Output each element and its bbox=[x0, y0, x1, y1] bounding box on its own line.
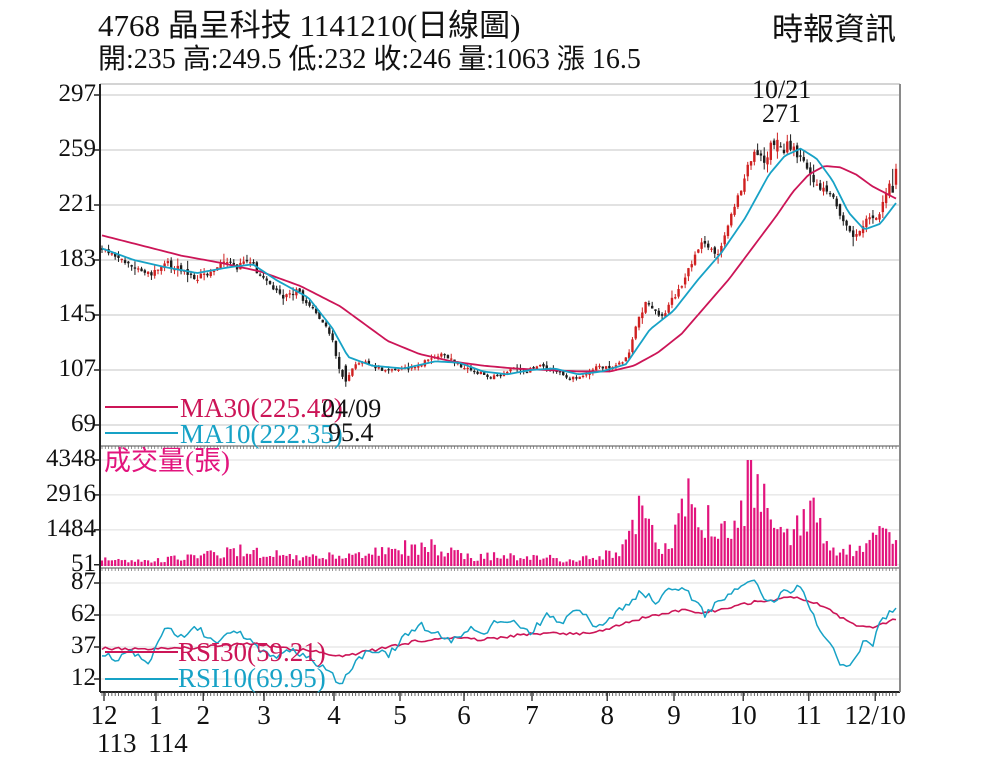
x-axis-label-year: 114 bbox=[148, 728, 188, 758]
peak-date-annotation: 10/21 bbox=[752, 75, 812, 104]
y-axis-label-rsi: 12 bbox=[71, 663, 96, 691]
y-axis-label-price: 69 bbox=[71, 409, 96, 437]
y-axis-label-price: 107 bbox=[58, 354, 97, 382]
rsi10-legend-label: RSI10(69.95) bbox=[178, 663, 326, 693]
x-axis-label-month: 9 bbox=[667, 700, 681, 730]
rsi30-legend-line bbox=[105, 651, 178, 653]
x-axis-label-month: 12 bbox=[90, 700, 118, 730]
ma10-legend-label: MA10(222.35) bbox=[180, 419, 343, 449]
y-axis-label-volume: 2916 bbox=[46, 479, 96, 507]
x-axis-label-month: 7 bbox=[525, 700, 539, 730]
x-axis-label-month: 4 bbox=[327, 700, 341, 730]
volume-panel-label: 成交量(張) bbox=[104, 446, 230, 476]
ma30-legend-line bbox=[105, 406, 178, 408]
y-axis-label-price: 259 bbox=[58, 134, 97, 162]
low-price-annotation: 95.4 bbox=[328, 418, 374, 447]
rsi30-legend-label: RSI30(59.21) bbox=[178, 637, 326, 667]
ma10-legend-line bbox=[105, 432, 178, 434]
x-axis-label-month: 11 bbox=[795, 700, 822, 730]
chart-title: 4768 晶呈科技 1141210(日線圖) bbox=[98, 8, 521, 43]
y-axis-label-price: 145 bbox=[58, 299, 97, 327]
x-axis-label-month: 5 bbox=[393, 700, 407, 730]
x-axis-label-month: 6 bbox=[457, 700, 471, 730]
y-axis-label-rsi: 87 bbox=[71, 567, 96, 595]
rsi10-legend-line bbox=[105, 678, 178, 680]
y-axis-label-price: 297 bbox=[58, 79, 97, 107]
x-axis-label-month: 12/10 bbox=[844, 700, 906, 730]
quote-line: 開:235 高:249.5 低:232 收:246 量:1063 漲 16.5 bbox=[98, 44, 641, 75]
provider-name: 時報資訊 bbox=[772, 12, 896, 47]
x-axis-label-year: 113 bbox=[97, 728, 137, 758]
y-axis-label-rsi: 62 bbox=[71, 599, 96, 627]
y-axis-label-price: 221 bbox=[58, 189, 97, 217]
x-axis-label-month: 3 bbox=[257, 700, 271, 730]
x-axis-label-month: 10 bbox=[729, 700, 757, 730]
y-axis-label-price: 183 bbox=[58, 244, 97, 272]
y-axis-label-volume: 51 bbox=[71, 549, 96, 577]
low-date-annotation: 04/09 bbox=[322, 394, 382, 423]
peak-price-annotation: 271 bbox=[762, 99, 801, 128]
y-axis-label-volume: 1484 bbox=[46, 514, 96, 542]
y-axis-label-rsi: 37 bbox=[71, 631, 96, 659]
x-axis-label-month: 8 bbox=[600, 700, 614, 730]
ma30-legend-label: MA30(225.42) bbox=[180, 393, 343, 423]
y-axis-label-volume: 4348 bbox=[46, 444, 96, 472]
x-axis-label-month: 2 bbox=[196, 700, 210, 730]
x-axis-label-month: 1 bbox=[149, 700, 163, 730]
